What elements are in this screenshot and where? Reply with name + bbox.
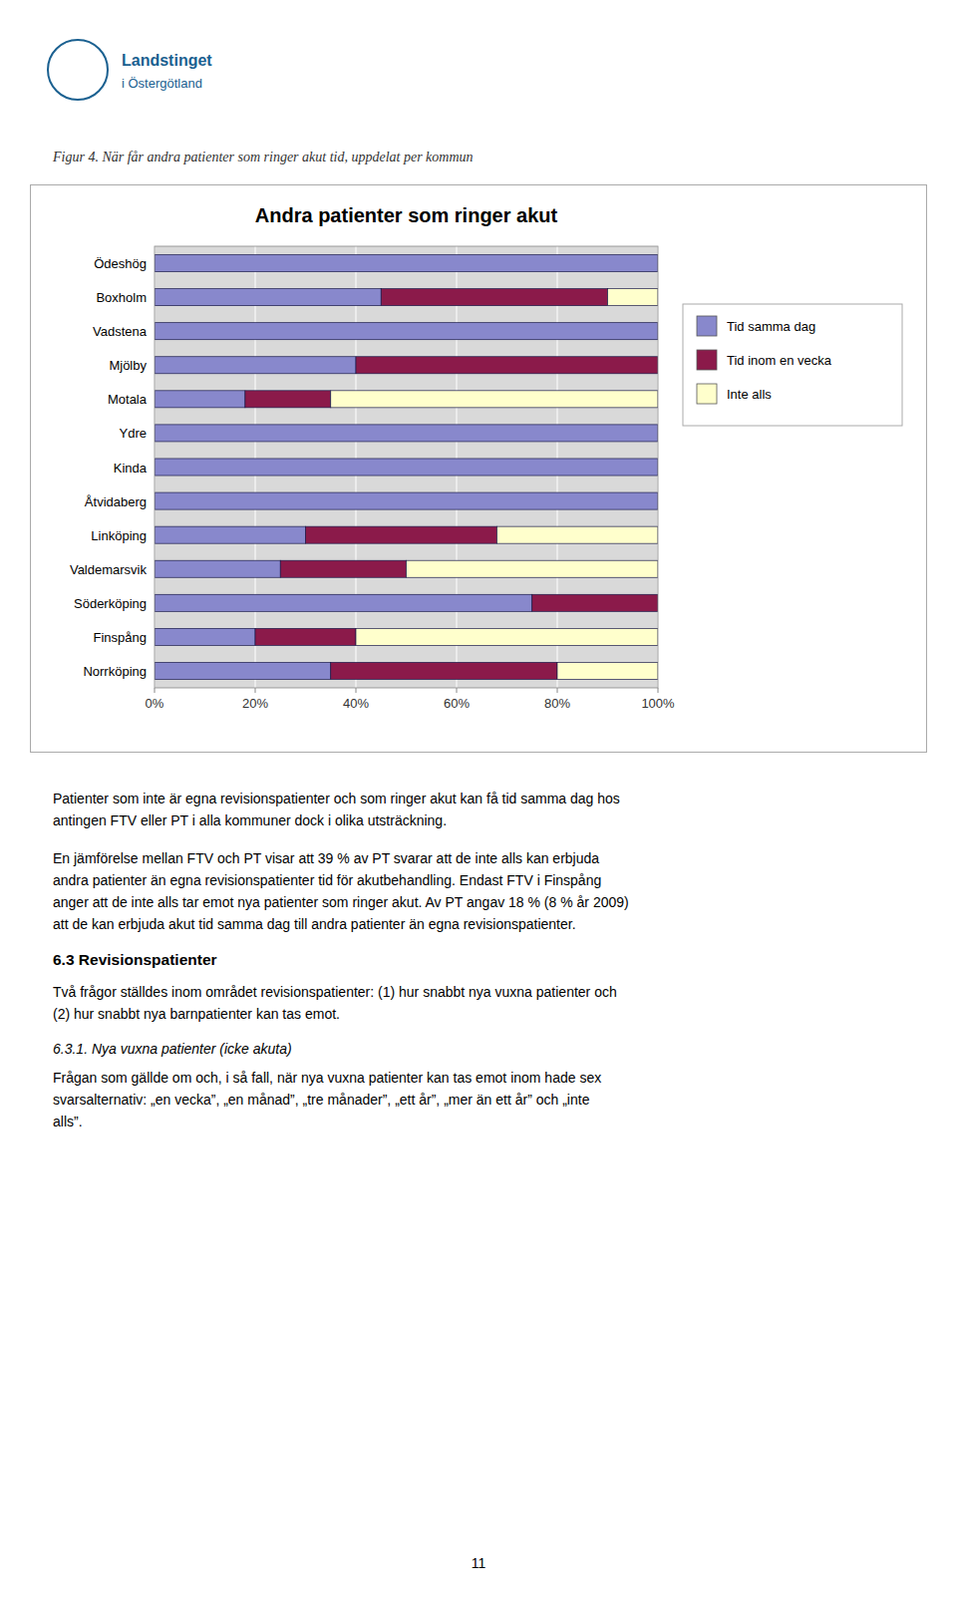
- logo: Landstinget i Östergötland: [39, 29, 339, 110]
- bar-segment: [154, 628, 256, 645]
- text-line: En jämförelse mellan FTV och PT visar at…: [52, 847, 911, 870]
- bar-segment: [154, 492, 658, 510]
- bar-segment: [154, 424, 658, 442]
- category-label: Söderköping: [73, 596, 147, 612]
- logo-circle: [47, 39, 108, 100]
- category-label: Vadstena: [92, 323, 148, 339]
- bar-segment: [154, 526, 307, 544]
- bar-segment: [330, 661, 558, 679]
- logo-text: i Östergötland: [121, 75, 203, 91]
- text-line: andra patienter än egna revisionspatient…: [52, 869, 911, 892]
- bar-segment: [355, 628, 658, 645]
- text-line: Patienter som inte är egna revisionspati…: [52, 787, 911, 810]
- category-label: Åtvidaberg: [84, 494, 147, 510]
- text-line: antingen FTV eller PT i alla kommuner do…: [52, 809, 911, 832]
- bar-segment: [557, 661, 658, 679]
- bar-segment: [154, 356, 356, 374]
- paragraph: En jämförelse mellan FTV och PT visar at…: [52, 847, 911, 936]
- legend: Tid samma dag Tid inom en vecka Inte alls: [682, 304, 903, 426]
- category-label: Boxholm: [95, 290, 147, 306]
- bar-segment: [355, 356, 658, 374]
- bar-segment: [532, 594, 658, 612]
- bar-segment: [154, 322, 658, 340]
- category-label: Linköping: [90, 528, 147, 544]
- bar-segment: [154, 390, 246, 408]
- tick-label: 0%: [145, 695, 165, 711]
- bar-segment: [406, 560, 659, 578]
- category-label: Finspång: [93, 630, 147, 645]
- page-number: 11: [0, 1555, 957, 1572]
- category-label: Ydre: [119, 425, 147, 441]
- tick-label: 20%: [242, 695, 269, 711]
- grid: [154, 246, 658, 688]
- tick-label: 60%: [443, 695, 470, 711]
- tick-mark: [456, 687, 458, 693]
- bar-segment: [154, 458, 658, 476]
- paragraph: Två frågor ställdes inom området revisio…: [52, 980, 911, 1025]
- bar-segment: [245, 390, 331, 408]
- text-line: att de kan erbjuda akut tid samma dag ti…: [52, 913, 911, 936]
- text-line: alls”.: [52, 1110, 911, 1133]
- bar-segment: [154, 661, 331, 679]
- category-label: Valdemarsvik: [69, 562, 148, 578]
- paragraph: Patienter som inte är egna revisionspati…: [52, 787, 911, 832]
- figure-caption: Figur 4. När får andra patienter som rin…: [52, 149, 474, 166]
- legend-swatch: [696, 349, 717, 370]
- tick-mark: [657, 687, 659, 693]
- bar-segment: [280, 560, 406, 578]
- legend-label: Inte alls: [726, 386, 772, 402]
- category-label: Ödeshög: [93, 256, 147, 272]
- bars: [154, 255, 658, 680]
- category-label: Motala: [107, 391, 148, 407]
- legend-swatch: [696, 383, 717, 404]
- text-line: (2) hur snabbt nya barnpatienter kan tas…: [52, 1002, 911, 1025]
- chart: Andra patienter som ringer akut 0% 20% 40% 6…: [29, 184, 928, 753]
- bar-segment: [154, 560, 281, 578]
- bar-segment: [496, 526, 658, 544]
- bar-segment: [330, 390, 658, 408]
- chart-border: [30, 185, 928, 753]
- text-line: Frågan som gällde om och, i så fall, när…: [52, 1066, 911, 1089]
- text-line: svarsalternativ: „en vecka”, „en månad”,…: [52, 1088, 911, 1111]
- bar-segment: [608, 289, 659, 307]
- paragraph: Frågan som gällde om och, i så fall, när…: [52, 1066, 911, 1133]
- bar-segment: [154, 255, 658, 273]
- tick-mark: [557, 687, 559, 693]
- tick-label: 80%: [544, 695, 571, 711]
- heading: 6.3 Revisionspatienter: [52, 951, 911, 969]
- text-line: anger att de inte alls tar emot nya pati…: [52, 891, 911, 914]
- text-line: 6.3 Revisionspatienter: [52, 951, 911, 969]
- subheading: 6.3.1. Nya vuxna patienter (icke akuta): [52, 1040, 911, 1057]
- plot-background: [154, 246, 658, 688]
- category-label: Kinda: [113, 460, 148, 476]
- tick-mark: [355, 687, 357, 693]
- tick-mark: [255, 687, 257, 693]
- bar-segment: [154, 594, 533, 612]
- legend-swatch: [696, 316, 717, 336]
- body-text: Patienter som inte är egna revisionspati…: [52, 787, 911, 1149]
- category-label: Mjölby: [108, 357, 147, 373]
- text-line: 6.3.1. Nya vuxna patienter (icke akuta): [52, 1040, 911, 1057]
- legend-label: Tid inom en vecka: [726, 352, 833, 368]
- legend-box: [682, 304, 903, 426]
- logo-text: Landstinget: [121, 51, 213, 69]
- tick-mark: [154, 687, 156, 693]
- chart-title: Andra patienter som ringer akut: [255, 204, 559, 227]
- tick-label: 40%: [342, 695, 369, 711]
- tick-label: 100%: [640, 695, 675, 711]
- bar-segment: [380, 289, 608, 307]
- legend-label: Tid samma dag: [726, 319, 816, 334]
- bar-segment: [154, 289, 381, 307]
- bar-segment: [255, 628, 356, 645]
- bar-segment: [306, 526, 498, 544]
- category-label: Norrköping: [82, 663, 147, 679]
- plot-frame: [154, 246, 658, 688]
- text-line: Två frågor ställdes inom området revisio…: [52, 980, 911, 1003]
